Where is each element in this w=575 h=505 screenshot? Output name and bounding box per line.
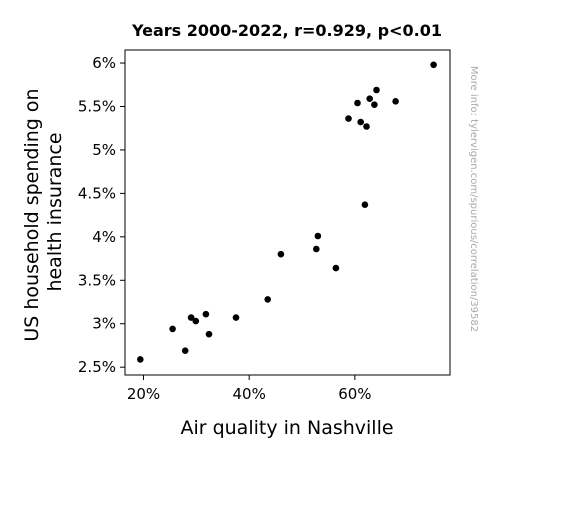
data-point-18 bbox=[363, 123, 370, 130]
x-tick-label-2: 40% bbox=[233, 385, 266, 403]
data-point-16 bbox=[357, 118, 365, 126]
y-axis-label: US household spending on health insuranc… bbox=[21, 82, 66, 341]
y-axis-ticks: 2.5% 3% 3.5% 4% 4.5% 5% 5.5% 6% bbox=[78, 54, 125, 376]
data-point-5 bbox=[192, 317, 200, 325]
data-point-20 bbox=[371, 101, 378, 108]
data-point-4 bbox=[187, 314, 195, 321]
data-point-9 bbox=[264, 296, 272, 303]
y-axis-label-line-1: US household spending on bbox=[21, 88, 43, 341]
data-point-8 bbox=[232, 314, 240, 321]
data-point-12 bbox=[314, 232, 322, 240]
x-axis-ticks: 20% 40% 60% bbox=[127, 375, 372, 403]
data-point-7 bbox=[205, 330, 213, 338]
data-point-13 bbox=[332, 264, 340, 272]
data-point-1 bbox=[137, 356, 144, 363]
y-tick-label-2: 3% bbox=[92, 315, 116, 333]
watermark-text: More info: tylervigen.com/spurious/corre… bbox=[468, 66, 479, 332]
data-point-15 bbox=[354, 99, 361, 107]
data-point-22 bbox=[392, 98, 399, 105]
y-tick-label-7: 5.5% bbox=[78, 97, 116, 115]
y-tick-label-8: 6% bbox=[92, 54, 116, 72]
data-point-6 bbox=[202, 310, 210, 318]
x-tick-label-1: 20% bbox=[127, 385, 160, 403]
y-axis-label-line-2: health insurance bbox=[44, 132, 66, 291]
chart-title: Years 2000-2022, r=0.929, p<0.01 bbox=[131, 21, 442, 40]
data-point-2 bbox=[169, 325, 176, 333]
x-axis-label: Air quality in Nashville bbox=[180, 417, 393, 439]
data-point-11 bbox=[313, 245, 320, 253]
y-tick-label-4: 4% bbox=[92, 228, 116, 246]
plot-frame bbox=[124, 49, 451, 376]
data-point-10 bbox=[277, 250, 285, 258]
y-tick-label-1: 2.5% bbox=[78, 358, 116, 376]
data-point-14 bbox=[345, 115, 352, 122]
y-tick-label-3: 3.5% bbox=[78, 271, 116, 289]
data-point-21 bbox=[373, 86, 380, 94]
data-points bbox=[137, 61, 437, 363]
data-point-3 bbox=[181, 347, 189, 355]
data-point-23 bbox=[430, 61, 437, 69]
data-point-17 bbox=[361, 201, 369, 208]
y-tick-label-5: 4.5% bbox=[78, 184, 116, 202]
y-tick-label-6: 5% bbox=[92, 141, 116, 159]
data-point-19 bbox=[366, 95, 374, 102]
x-tick-label-3: 60% bbox=[338, 385, 371, 403]
